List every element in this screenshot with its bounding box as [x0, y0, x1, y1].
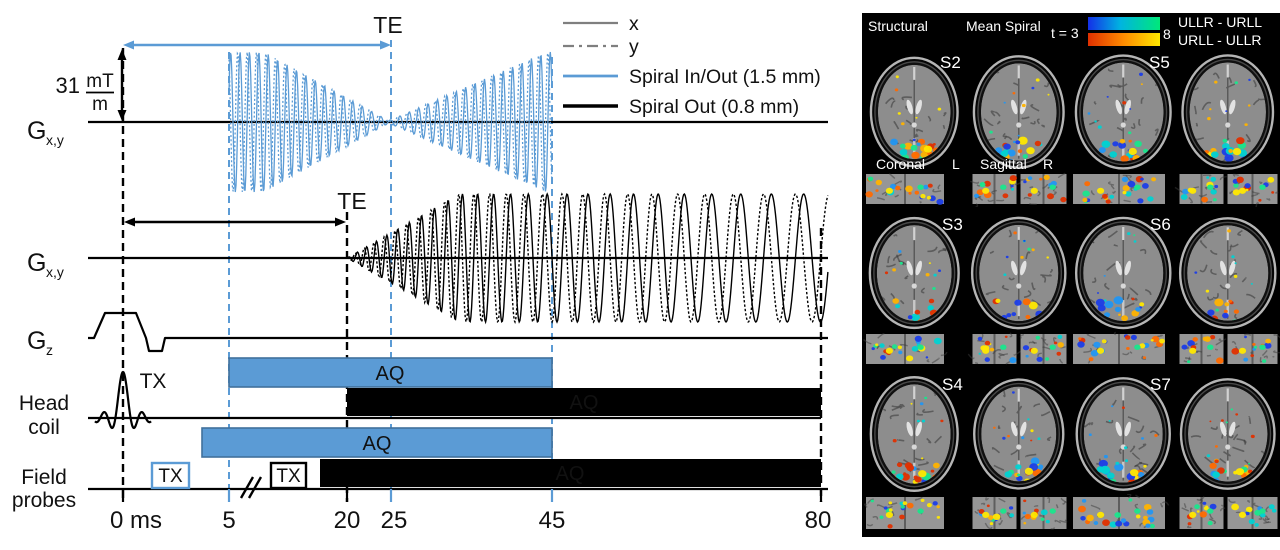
axis-ticks [121, 489, 823, 502]
orientation-label-sagittal: Sagittal [980, 156, 1027, 172]
brain-strip-image [967, 332, 1067, 365]
brain-strip-image [1073, 174, 1165, 204]
row-label-gxy-out: G [27, 249, 46, 277]
legend-label-x: x [629, 13, 639, 35]
gz-slice-gradient [88, 311, 828, 353]
slice-label-s5: S5 [1149, 53, 1170, 72]
te-arrows [123, 40, 391, 227]
brain-axial-image [1179, 378, 1276, 490]
gradient-amplitude-value: 31 [56, 73, 80, 98]
brain-axial-image [1181, 54, 1275, 170]
gradient-amplitude-unit-numerator: mT [86, 71, 114, 92]
diagram-labels: TE TE 31 mT m G x,y G x,y G z Head coil … [12, 12, 831, 534]
brain-axial-image [972, 55, 1065, 169]
slice-label-s7: S7 [1150, 375, 1171, 394]
aq-field-probes-spiral-inout: AQ [363, 433, 392, 455]
legend-label-spiral-inout: Spiral In/Out (1.5 mm) [629, 66, 821, 88]
orientation-label-left: L [952, 156, 960, 172]
row-label-gz-sub: z [46, 342, 53, 358]
legend-label-y: y [629, 36, 639, 58]
brain-strip-image [863, 333, 948, 364]
row-label-gxy-inout-sub: x,y [46, 132, 64, 148]
colorbar-red-yellow-icon [1088, 33, 1160, 46]
brain-axial-image [1074, 54, 1172, 170]
brain-strip-image [1179, 496, 1278, 529]
brain-strip-image [1179, 333, 1280, 364]
tx-events: TX TX TX [140, 370, 308, 490]
tx-head-coil: TX [140, 370, 167, 393]
column-header-structural: Structural [868, 18, 928, 34]
aq-field-probes-spiral-out: AQ [556, 463, 585, 485]
slice-label-s3: S3 [942, 215, 963, 234]
brain-row-4 [869, 376, 1276, 492]
row-label-gxy-inout: G [27, 117, 46, 145]
brain-row-1 [865, 172, 1279, 207]
pulse-sequence-diagram: AQ AQ AQ AQ TX TX [12, 12, 831, 534]
orientation-label-coronal: Coronal [876, 156, 926, 172]
brain-axial-image [868, 216, 960, 330]
slice-label-s4: S4 [942, 375, 963, 394]
tick-label-5: 5 [222, 507, 235, 534]
brain-strip-image [1073, 494, 1170, 529]
brain-strip-image [1174, 173, 1279, 207]
tick-label-20: 20 [334, 507, 361, 534]
colorbar-blue-green-icon [1088, 17, 1160, 30]
row-label-head-coil-1: Head [19, 392, 69, 415]
aq-head-coil-spiral-out: AQ [570, 392, 599, 414]
brain-strip-image [865, 173, 944, 205]
brain-strip-image [970, 172, 1067, 207]
brain-panel: Structural Mean Spiral t = 3 8 ULLR - UR… [862, 13, 1280, 537]
brain-row-0 [869, 54, 1275, 170]
brain-axial-image [1074, 216, 1172, 330]
stat-threshold-max: 8 [1163, 26, 1171, 42]
brain-axial-image [1075, 377, 1171, 491]
tick-label-80: 80 [805, 507, 832, 534]
brain-axial-image [970, 216, 1067, 330]
brain-axial-image [973, 378, 1065, 490]
tick-label-45: 45 [539, 507, 566, 534]
te-label-spiral-out: TE [337, 188, 366, 214]
brain-axial-image [1178, 217, 1277, 329]
orientation-label-right: R [1043, 156, 1054, 172]
row-label-head-coil-2: coil [28, 416, 60, 439]
brain-row-2 [868, 216, 1277, 330]
legend-label-spiral-out: Spiral Out (0.8 mm) [629, 96, 799, 118]
contrast-label-urll-ullr: URLL - ULLR [1178, 32, 1262, 48]
tx-field-probes-1: TX [158, 466, 183, 487]
column-header-mean-spiral: Mean Spiral [966, 18, 1041, 34]
row-label-field-probes-1: Field [21, 466, 67, 489]
te-label-spiral-inout: TE [373, 12, 402, 38]
tick-label-0ms: 0 ms [110, 507, 162, 534]
brain-row-5 [863, 494, 1278, 530]
tick-label-25: 25 [381, 507, 408, 534]
row-label-field-probes-2: probes [12, 489, 76, 512]
rf-sinc-pulse [94, 370, 152, 430]
row-label-gxy-out-sub: x,y [46, 264, 64, 280]
brain-row-3 [863, 331, 1280, 365]
tx-field-probes-2: TX [276, 466, 301, 487]
stat-threshold-min: t = 3 [1051, 25, 1079, 41]
slice-label-s6: S6 [1150, 215, 1171, 234]
aq-head-coil-spiral-inout: AQ [376, 363, 405, 385]
brain-strip-image [972, 497, 1068, 530]
gradient-amplitude-unit-denominator: m [92, 94, 108, 115]
waveform-legend: x y Spiral In/Out (1.5 mm) Spiral Out (0… [563, 13, 821, 118]
acquisition-bars: AQ AQ AQ AQ [201, 357, 821, 487]
row-label-gz: G [27, 327, 46, 355]
amplitude-arrow [117, 49, 127, 121]
brain-axial-image [869, 56, 959, 168]
brain-strip-image [863, 496, 944, 529]
contrast-label-ullr-urll: ULLR - URLL [1178, 14, 1263, 30]
gradient-waveforms [94, 51, 829, 430]
brain-axial-image [869, 376, 959, 492]
axis-break-icon [239, 476, 263, 499]
slice-label-s2: S2 [940, 53, 961, 72]
brain-strip-image [1073, 331, 1165, 364]
